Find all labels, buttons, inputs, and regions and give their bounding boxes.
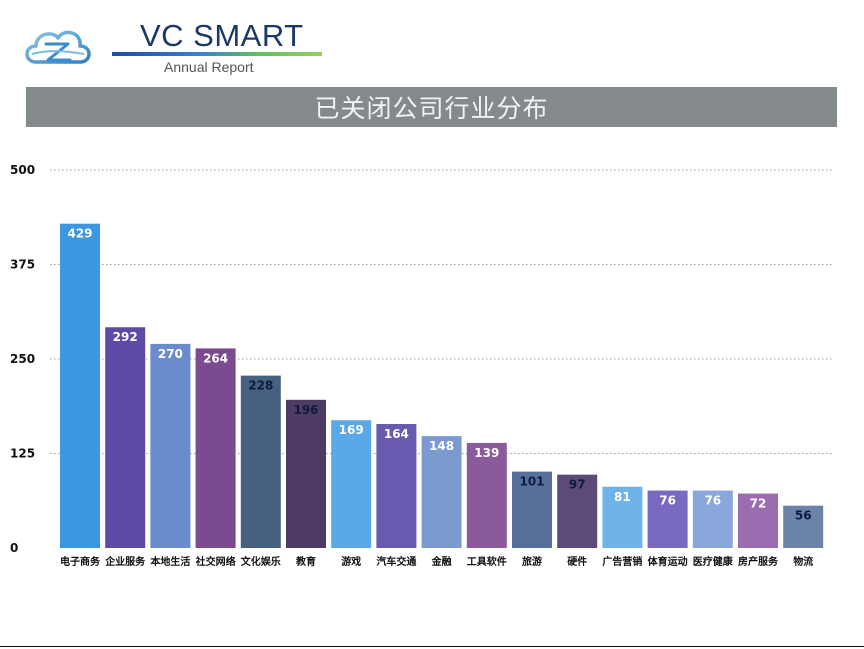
bar [240, 375, 281, 548]
bar-value-label: 228 [248, 379, 273, 393]
x-tick-label: 游戏 [341, 555, 361, 568]
bar [602, 486, 643, 548]
y-tick-label: 0 [10, 541, 18, 555]
y-tick-label: 250 [10, 352, 35, 366]
x-tick-label: 物流 [793, 555, 813, 568]
bar-value-label: 56 [795, 509, 812, 523]
bar [376, 424, 417, 548]
bar-value-label: 81 [614, 490, 631, 504]
bar-value-label: 169 [339, 423, 364, 437]
bar-value-label: 97 [569, 478, 586, 492]
bar [60, 223, 100, 548]
y-tick-label: 375 [10, 258, 35, 272]
x-tick-label: 企业服务 [104, 555, 146, 568]
x-tick-label: 旅游 [522, 555, 542, 568]
bar-value-label: 76 [659, 494, 676, 508]
x-tick-label: 文化娱乐 [241, 555, 281, 568]
brand-block: VC SMART Annual Report [112, 18, 324, 78]
bar-value-label: 164 [384, 427, 409, 441]
y-tick-label: 500 [10, 163, 35, 177]
bar-value-label: 270 [158, 347, 183, 361]
bar-value-label: 101 [519, 475, 544, 489]
bar-value-label: 196 [293, 403, 318, 417]
bar [421, 436, 462, 548]
x-tick-label: 电子商务 [60, 555, 101, 568]
bar [738, 493, 778, 548]
bar-value-label: 148 [429, 439, 454, 453]
title-bar: 已关闭公司行业分布 [26, 87, 837, 127]
bar [692, 490, 733, 548]
bar [331, 420, 372, 548]
bar [783, 505, 824, 548]
bar-value-label: 139 [474, 446, 499, 460]
brand-underline [112, 52, 322, 56]
x-tick-label: 硬件 [567, 555, 587, 568]
bar-value-label: 264 [203, 351, 228, 365]
bar [647, 490, 688, 548]
bar [286, 399, 326, 548]
bottom-divider [0, 646, 864, 647]
page-title: 已关闭公司行业分布 [314, 94, 549, 123]
bar [557, 474, 598, 548]
bar [512, 471, 552, 548]
y-tick-label: 125 [10, 447, 35, 461]
x-tick-label: 汽车交通 [376, 555, 416, 568]
x-tick-label: 医疗健康 [693, 555, 734, 568]
bar-value-label: 429 [67, 227, 92, 241]
brand-subtitle: Annual Report [164, 59, 254, 75]
bar-value-label: 72 [750, 497, 767, 511]
x-tick-label: 体育运动 [648, 555, 688, 568]
bar-value-label: 292 [113, 330, 138, 344]
bar-value-label: 76 [704, 494, 721, 508]
x-tick-label: 社交网络 [195, 555, 236, 568]
x-tick-label: 金融 [431, 555, 452, 568]
bar [150, 343, 191, 548]
bar [195, 348, 236, 548]
x-tick-label: 教育 [295, 555, 316, 568]
cloud-logo-icon [25, 30, 91, 64]
x-tick-label: 房产服务 [738, 555, 779, 568]
bar [466, 442, 507, 548]
x-tick-label: 广告营销 [602, 555, 642, 568]
bar-chart: 0 125 250 375 500 429 电子商务 292 企业服务 270 本地生活 264 社交网… [10, 163, 833, 568]
brand-name: VC SMART [140, 18, 304, 53]
x-tick-label: 本地生活 [150, 555, 190, 568]
x-tick-label: 工具软件 [467, 555, 507, 568]
bar [105, 327, 146, 548]
